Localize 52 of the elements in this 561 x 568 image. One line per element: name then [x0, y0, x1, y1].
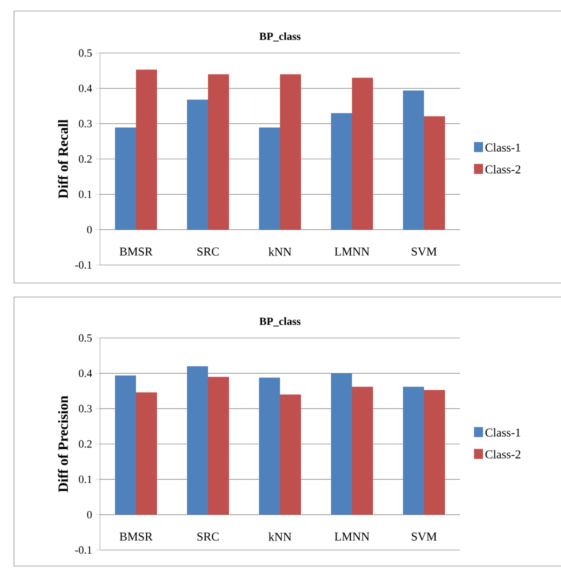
- x-tick-label: BMSR: [120, 248, 153, 256]
- bar: [115, 375, 136, 515]
- y-tick-label: 0.4: [78, 84, 92, 92]
- bar: [402, 386, 424, 515]
- y-tick-label: 0: [87, 510, 92, 518]
- bar: [115, 128, 136, 230]
- bar: [330, 113, 352, 230]
- bar: [186, 366, 208, 515]
- y-tick-label: 0.3: [78, 404, 92, 412]
- y-tick-label: 0.3: [78, 120, 92, 128]
- bar: [208, 376, 229, 515]
- bar: [280, 394, 301, 515]
- x-tick-label: SRC: [197, 532, 219, 541]
- bar: [208, 74, 229, 230]
- y-tick-label: 0.5: [78, 334, 92, 342]
- y-tick-label: 0.2: [78, 440, 92, 448]
- x-tick-label: BMSR: [120, 532, 153, 541]
- y-tick-label: 0.1: [78, 476, 92, 484]
- y-tick-label: -0.1: [75, 546, 92, 554]
- bar: [402, 90, 424, 230]
- bar: [352, 386, 373, 515]
- legend-label: Class-2: [485, 450, 520, 458]
- y-axis-title: Diff of Recall: [58, 120, 68, 198]
- x-tick-label: SRC: [197, 248, 219, 256]
- bar: [136, 392, 157, 515]
- bar: [280, 74, 301, 230]
- x-tick-label: kNN: [268, 532, 292, 541]
- y-tick-label: 0.1: [78, 190, 92, 198]
- bar: [330, 373, 352, 515]
- y-tick-label: 0: [87, 226, 92, 234]
- bar: [352, 78, 373, 230]
- x-tick-label: LMNN: [334, 532, 370, 541]
- x-tick-label: SVM: [412, 532, 437, 541]
- bar: [186, 100, 208, 230]
- bar: [258, 378, 280, 515]
- y-tick-label: -0.1: [75, 261, 92, 269]
- chart-title: BP_class: [259, 32, 301, 42]
- bar: [424, 390, 445, 515]
- legend-label: Class-1: [485, 428, 520, 437]
- y-tick-label: 0.4: [78, 370, 92, 378]
- bar: [258, 128, 280, 230]
- y-tick-label: 0.5: [78, 49, 92, 57]
- x-tick-label: kNN: [268, 247, 292, 256]
- legend-label: Class-1: [485, 143, 520, 152]
- x-tick-label: SVM: [412, 248, 437, 256]
- bar: [136, 70, 157, 230]
- bar: [424, 116, 445, 230]
- chart-title: BP_class: [259, 317, 301, 326]
- y-tick-label: 0.2: [78, 155, 92, 163]
- x-tick-label: LMNN: [334, 248, 370, 256]
- legend-label: Class-2: [485, 164, 520, 174]
- y-axis-title: Diff of Precision: [58, 396, 68, 492]
